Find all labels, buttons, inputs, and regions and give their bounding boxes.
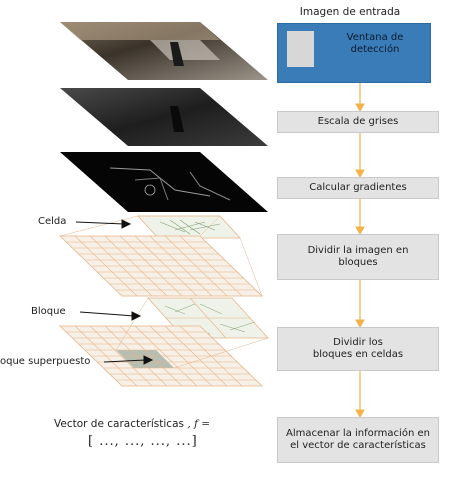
detection-window <box>287 31 314 67</box>
step-split-blocks: Dividir la imagen en bloques <box>277 234 439 280</box>
input-image-title: Imagen de entrada <box>270 6 430 18</box>
step-split-cells: Dividir los bloques en celdas <box>277 327 439 371</box>
step-grayscale: Escala de grises <box>277 111 439 133</box>
label-celda: Celda <box>38 216 66 227</box>
step-split-blocks-line2: bloques <box>338 257 377 269</box>
feature-vector-label: Vector de características , f = <box>54 418 210 430</box>
step-split-cells-line1: Dividir los <box>333 337 383 349</box>
feature-vector-text: Vector de características <box>54 418 184 430</box>
step-split-cells-line2: bloques en celdas <box>313 349 403 361</box>
step-store-vector: Almacenar la información en el vector de… <box>277 417 439 463</box>
detection-window-label: Ventana de detección <box>330 32 420 56</box>
gradient-layer <box>60 152 268 212</box>
step-gradients: Calcular gradientes <box>277 177 439 199</box>
label-bloque-superpuesto: oque superpuesto <box>0 356 90 367</box>
step-gradients-label: Calcular gradientes <box>309 182 406 194</box>
feature-vector-symbol: , f = <box>187 418 210 430</box>
cell-magnified-layer <box>138 216 240 238</box>
grayscale-layer <box>60 88 268 146</box>
step-split-blocks-line1: Dividir la imagen en <box>308 245 409 257</box>
step-store-vector-line1: Almacenar la información en <box>286 428 430 440</box>
step-store-vector-line2: el vector de características <box>290 440 426 452</box>
color-image-layer <box>60 22 268 80</box>
feature-vector-bracket: [ ..., ..., ..., ...] <box>88 434 198 449</box>
label-bloque: Bloque <box>31 306 66 317</box>
step-grayscale-label: Escala de grises <box>318 116 399 128</box>
